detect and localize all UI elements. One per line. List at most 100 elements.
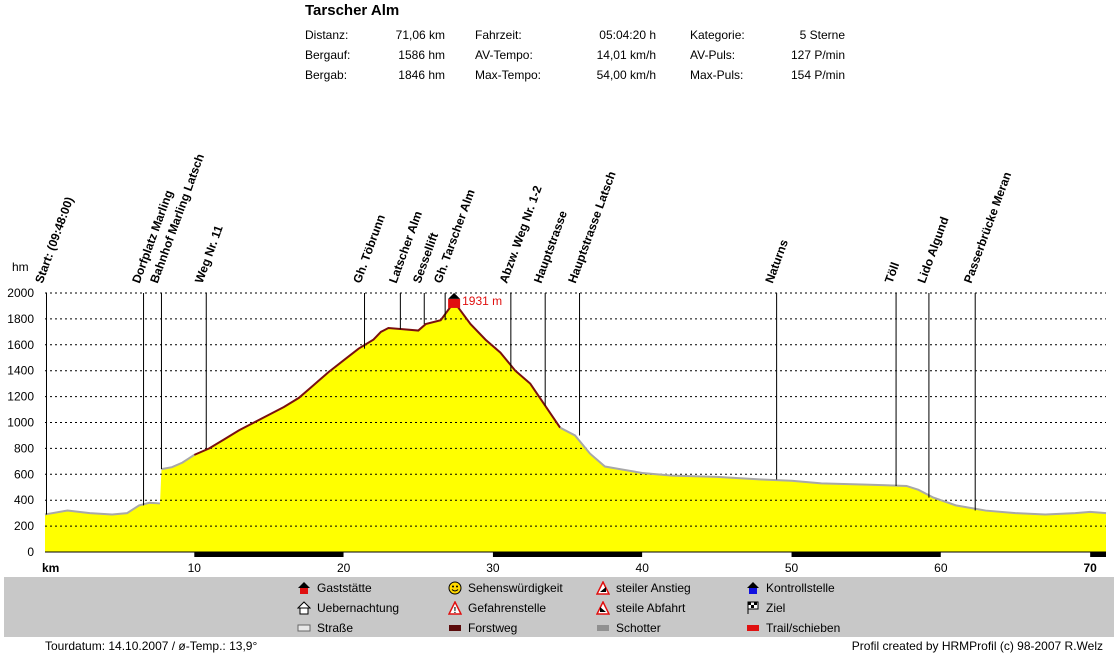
tour-date-footer: Tourdatum: 14.10.2007 / ø-Temp.: 13,9° (45, 639, 258, 653)
surface-segment-road (642, 552, 792, 557)
waypoint-label: Gh. Töbrunn (350, 213, 388, 285)
svg-text:!: ! (454, 606, 457, 615)
stat-value: 1846 hm (398, 68, 445, 82)
x-tick-label: 50 (785, 561, 799, 575)
steep-up-icon (595, 580, 611, 595)
smiley-icon (448, 581, 462, 595)
y-tick-label: 600 (14, 467, 34, 481)
legend-item: Sehenswürdigkeit (448, 581, 563, 595)
surface-segment-road (45, 552, 195, 557)
stat-label: Kategorie: (690, 28, 745, 42)
y-tick-label: 1400 (7, 364, 34, 378)
stat-value: 1586 hm (398, 48, 445, 62)
legend-item: Kontrollstelle (746, 581, 835, 595)
surface-segment-forstweg (194, 552, 344, 557)
x-tick-label: 20 (337, 561, 351, 575)
legend-item: Ziel (746, 601, 785, 615)
x-axis-label: km (42, 561, 59, 575)
waypoint-label: Passerbrücke Meran (961, 170, 1014, 285)
legend-item: Trail/schieben (746, 621, 840, 635)
stat-label: AV-Puls: (690, 48, 736, 62)
stat-label: Bergauf: (305, 48, 351, 62)
x-tick-label: 60 (934, 561, 948, 575)
stat-value: 14,01 km/h (596, 48, 656, 62)
profile-line-road (44, 501, 161, 516)
legend-item: steile Abfahrt (595, 600, 686, 615)
stat-label: Bergab: (305, 68, 348, 82)
blue-house-icon (746, 581, 760, 595)
waypoint-label: Weg Nr. 11 (192, 223, 226, 285)
waypoint-label: Hauptstrasse Latsch (565, 169, 619, 285)
legend-item: Gaststätte (297, 581, 372, 595)
stat-label: AV-Tempo: (475, 48, 533, 62)
surface-segment-road (940, 552, 1091, 557)
y-tick-label: 1800 (7, 312, 34, 326)
stat-label: Distanz: (305, 28, 349, 42)
x-tick-label: 40 (636, 561, 650, 575)
grey-swatch-icon (596, 621, 610, 635)
legend-label: Sehenswürdigkeit (468, 581, 563, 595)
red-swatch-icon (746, 621, 760, 635)
stat-value: 54,00 km/h (596, 68, 656, 82)
legend-panel (4, 577, 1114, 637)
peak-label: 1931 m (462, 294, 502, 308)
stat-value: 127 P/min (790, 48, 845, 62)
stat-value: 154 P/min (790, 68, 845, 82)
lodging-icon (296, 601, 312, 615)
checkered-flag-icon (746, 601, 760, 615)
legend-label: Gefahrenstelle (468, 601, 547, 615)
waypoint-label: Start: (09:48:00) (32, 195, 76, 285)
dark-red-swatch-icon (448, 621, 462, 635)
grey-road-swatch-icon (297, 621, 311, 635)
y-axis-label: hm (12, 260, 29, 274)
legend-item: Uebernachtung (296, 601, 400, 615)
peak-marker (448, 298, 461, 308)
legend-label: Kontrollstelle (766, 581, 835, 595)
waypoint-label: Naturns (762, 237, 791, 285)
legend-item: steiler Anstieg (595, 580, 691, 595)
y-tick-label: 1600 (7, 338, 34, 352)
y-tick-label: 200 (14, 519, 34, 533)
surface-segment-road (343, 552, 493, 557)
y-tick-label: 2000 (7, 286, 34, 300)
y-tick-label: 400 (14, 493, 34, 507)
profile-line-road (161, 454, 195, 471)
legend-label: Gaststätte (317, 581, 372, 595)
legend-item: Straße (297, 621, 353, 635)
legend-label: Trail/schieben (766, 621, 841, 635)
profile-line-road (559, 426, 1107, 516)
waypoint-label: Töll (882, 260, 902, 285)
stat-value: 05:04:20 h (599, 28, 656, 42)
stat-value: 71,06 km (395, 28, 445, 42)
legend-item: ! Gefahrenstelle (447, 600, 547, 615)
stat-label: Max-Tempo: (475, 68, 542, 82)
legend-label: steiler Anstieg (616, 581, 691, 595)
stat-value: 5 Sterne (799, 28, 845, 42)
warning-icon: ! (447, 600, 463, 615)
legend-label: Uebernachtung (317, 601, 400, 615)
x-tick-label: 10 (188, 561, 202, 575)
waypoint-label: Lido Algund (915, 215, 952, 285)
steep-down-icon (595, 600, 611, 615)
legend-item: Forstweg (448, 621, 517, 635)
red-house-icon (297, 581, 311, 595)
stat-label: Fahrzeit: (475, 28, 522, 42)
legend-label: Straße (317, 621, 354, 635)
legend-label: Schotter (616, 621, 661, 635)
y-tick-label: 1000 (7, 416, 34, 430)
legend-label: Ziel (766, 601, 786, 615)
elevation-area (45, 301, 1106, 552)
surface-segment-forstweg (1090, 552, 1106, 557)
profile-line-forstweg (193, 300, 561, 456)
x-tick-label: 30 (486, 561, 500, 575)
tour-title: Tarscher Alm (305, 2, 400, 19)
y-tick-label: 0 (27, 545, 34, 559)
legend-item: Schotter (596, 621, 661, 635)
waypoint-label: Hauptstrasse (531, 208, 570, 285)
surface-segment-forstweg (492, 552, 643, 557)
legend-label: steile Abfahrt (616, 601, 686, 615)
legend-label: Forstweg (468, 621, 518, 635)
credits-footer: Profil created by HRMProfil (c) 98-2007 … (851, 639, 1103, 653)
x-tick-label: 70 (1083, 561, 1097, 575)
